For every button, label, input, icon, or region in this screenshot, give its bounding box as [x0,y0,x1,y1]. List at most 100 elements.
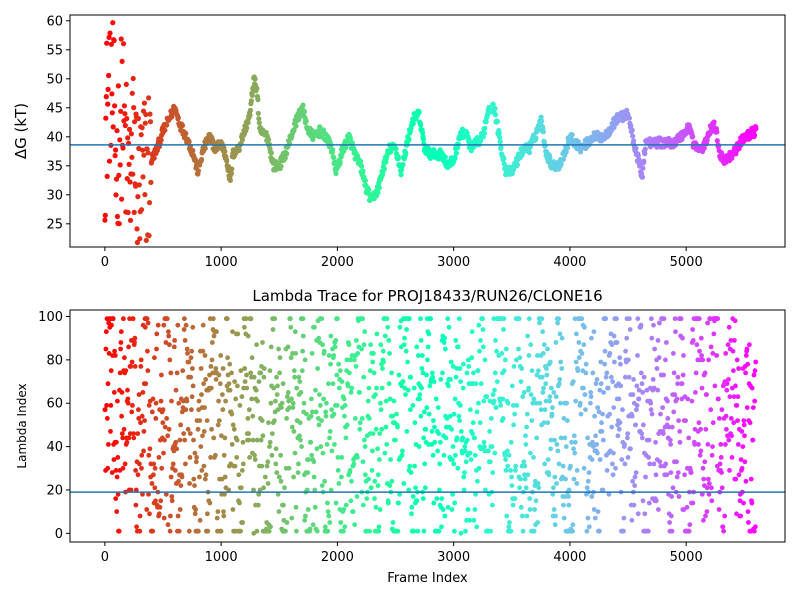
lambda-point [341,528,346,534]
lambda-point [402,385,408,391]
lambda-point [724,381,730,387]
delta-g-point [145,150,151,156]
delta-g-point [333,170,339,177]
lambda-point [195,426,201,432]
lambda-axes-frame [69,309,786,543]
lambda-point [142,324,148,330]
lambda-point [500,396,506,402]
lambda-point [667,520,672,525]
lambda-point [490,392,496,397]
lambda-point [738,457,744,462]
lambda-point [253,387,259,393]
lambda-point [697,452,703,458]
lambda-point [625,431,631,436]
lambda-point [694,342,700,348]
lambda-point [618,361,623,367]
lambda-point [324,400,329,406]
delta-g-point [120,145,126,151]
delta-g-point [147,111,153,117]
lambda-point [386,338,392,343]
delta-g-point [711,119,717,125]
lambda-point [520,528,526,534]
lambda-point [541,420,547,426]
lambda-point [603,316,609,322]
lambda-point [640,390,646,395]
lambda-point [208,385,214,391]
lambda-point [132,340,137,345]
lambda-point [198,366,204,371]
lambda-point [531,396,537,402]
lambda-point [480,327,486,332]
lambda-point [502,452,508,458]
lambda-point [511,422,516,428]
lambda-point [269,431,275,436]
lambda-point [314,446,320,452]
lambda-point [264,463,270,469]
lambda-point [110,316,116,322]
lambda-point [487,398,493,404]
lambda-point [386,381,392,387]
delta-g-point [452,155,458,161]
lambda-point [261,485,266,491]
lambda-point [733,476,739,482]
delta-g-point [256,116,262,122]
lambda-point [441,452,447,458]
lambda-point [366,476,371,482]
lambda-point [744,346,750,352]
lambda-point [697,348,702,354]
lambda-point [113,496,119,501]
lambda-point [723,442,728,447]
delta-g-point [466,136,472,143]
lambda-point [126,344,131,350]
lambda-point [541,342,547,348]
lambda-point [717,416,722,421]
lambda-point [352,416,358,421]
lambda-point [348,498,354,504]
lambda-point [418,338,424,343]
lambda-point [313,387,318,393]
delta-g-point [199,156,205,163]
lambda-point [366,385,372,391]
lambda-point [233,396,239,402]
lambda-point [196,407,202,413]
lambda-point [240,520,246,525]
lambda-point [561,502,566,508]
lambda-point [222,474,228,480]
lambda-point [158,398,164,404]
lambda-point [416,444,422,449]
lambda-point [308,413,314,419]
y-tick-label: 55 [46,43,63,58]
delta-g-point [122,122,128,129]
lambda-point [752,368,758,374]
lambda-point [158,498,164,504]
delta-g-point [131,105,137,111]
lambda-point [166,426,172,432]
delta-g-point [501,161,507,167]
lambda-point [648,407,654,413]
lambda-point [581,465,587,471]
lambda-point [723,351,729,356]
lambda-point [146,452,152,458]
lambda-point [240,461,246,467]
lambda-point [255,398,260,404]
lambda-point [245,333,251,339]
lambda-point [709,498,715,504]
lambda-point [144,316,150,322]
lambda-point [178,483,184,488]
delta-g-point [317,124,323,130]
lambda-point [590,370,596,376]
delta-g-point [105,101,111,107]
lambda-point [126,435,132,441]
lambda-point [518,379,524,384]
lambda-point [348,390,354,395]
lambda-point [623,348,628,354]
lambda-point [337,368,343,374]
lambda-point [503,346,509,352]
lambda-point [294,528,299,534]
lambda-point [208,455,214,460]
lambda-point [316,335,322,341]
lambda-point [548,385,554,391]
lambda-point [583,361,589,367]
lambda-point [609,342,615,348]
lambda-point [581,385,586,391]
